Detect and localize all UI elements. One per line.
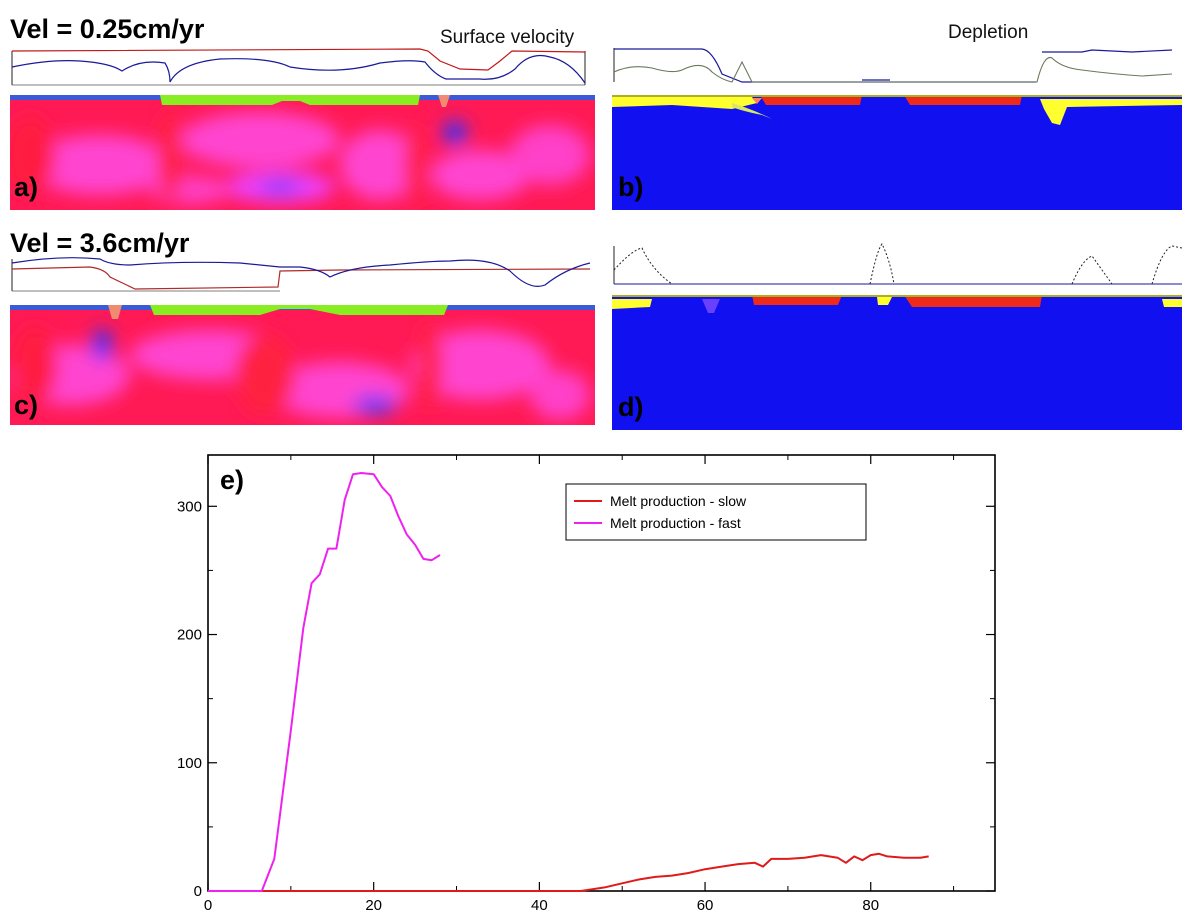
series-line-slow [208, 852, 929, 892]
panel-a-label: a) [14, 172, 39, 202]
y-tick-label: 0 [194, 883, 202, 900]
x-tick-label: 80 [862, 897, 879, 914]
legend-label: Melt production - slow [610, 493, 747, 509]
x-tick-label: 20 [365, 897, 382, 914]
panel-e-label: e) [220, 465, 244, 495]
depletion-field-slow [612, 95, 1182, 210]
slow-velocity-heading: Vel = 0.25cm/yr [10, 14, 205, 44]
y-tick-label: 200 [177, 627, 202, 644]
mantle-field-fast [10, 305, 595, 425]
x-tick-label: 0 [204, 897, 212, 914]
legend-box [565, 483, 867, 541]
depletion-field-fast [612, 295, 1182, 430]
surface-velocity-profile-slow [11, 48, 586, 86]
plot-frame [207, 454, 996, 892]
depletion-profile-fast [613, 243, 1182, 285]
panel-c-label: c) [14, 390, 39, 420]
panel-b-label: b) [618, 172, 644, 202]
surface-velocity-profile-fast [11, 257, 591, 292]
depletion-caption: Depletion [948, 22, 1029, 43]
y-tick-label: 100 [177, 755, 202, 772]
fast-velocity-heading: Vel = 3.6cm/yr [10, 228, 190, 258]
panel-d-label: d) [618, 392, 644, 422]
mantle-field-slow [10, 95, 595, 210]
x-tick-label: 60 [697, 897, 714, 914]
depletion-profile-slow [613, 48, 1173, 83]
melt-production-chart: 0 20 40 60 80 0 100 200 300 Melt production - slo… [177, 454, 996, 914]
y-tick-label: 300 [177, 498, 202, 515]
x-tick-label: 40 [531, 897, 548, 914]
legend-label: Melt production - fast [610, 515, 741, 531]
series-line-fast [208, 472, 441, 892]
surface-velocity-caption: Surface velocity [440, 27, 575, 48]
